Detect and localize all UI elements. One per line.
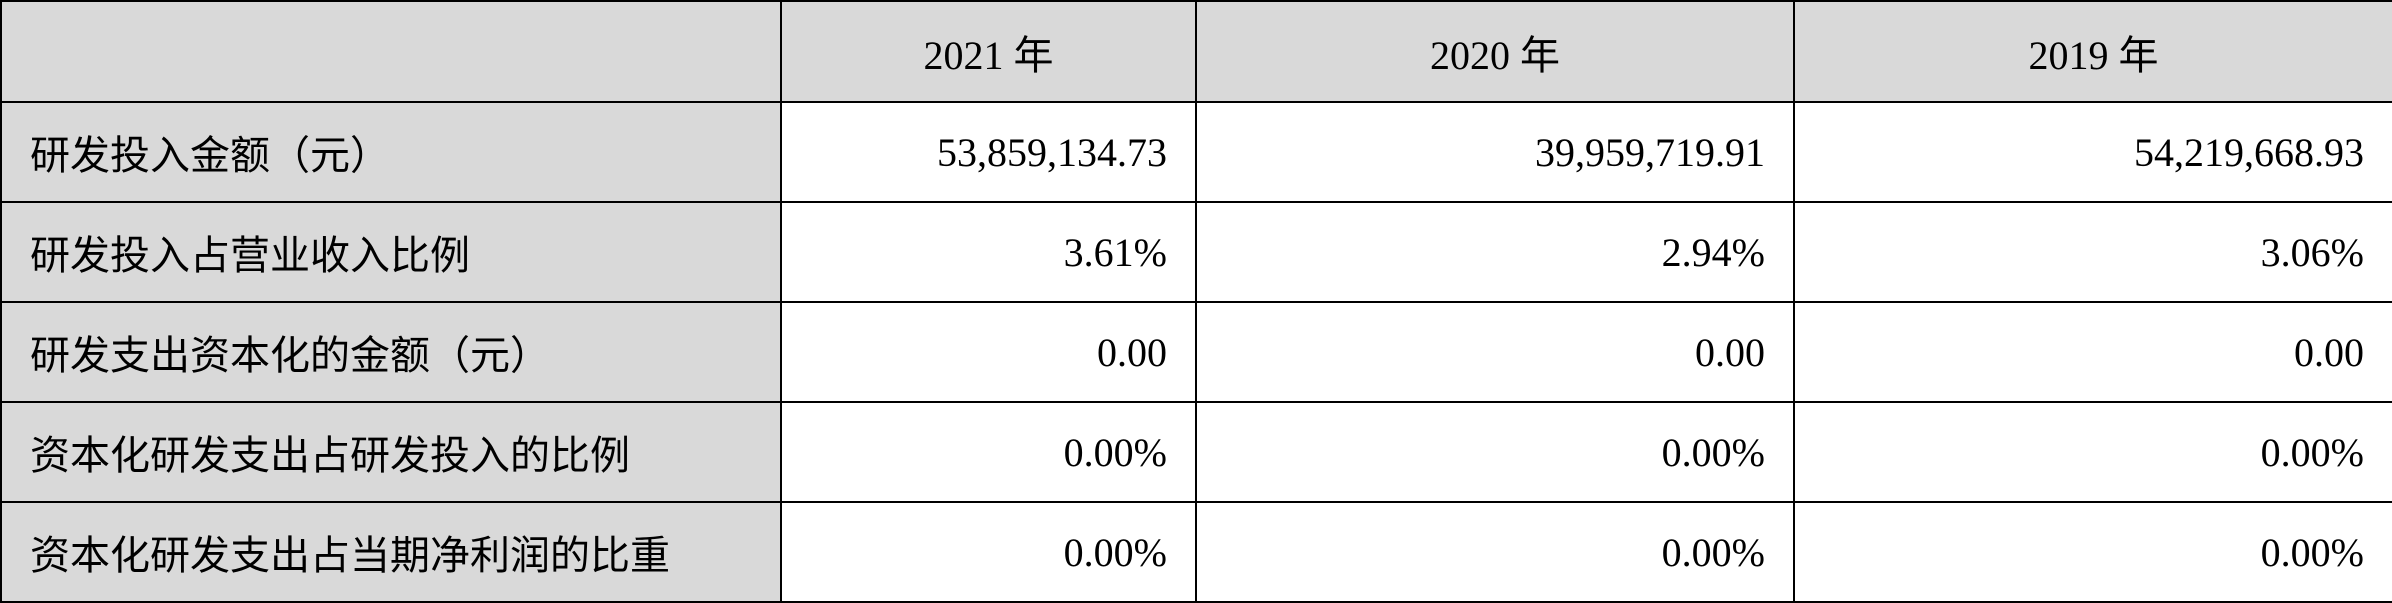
header-cell: 2019 年 [1793,0,2392,103]
data-row: 资本化研发支出占当期净利润的比重 0.00% 0.00% 0.00% [0,501,2392,603]
value-cell: 0.00% [1793,401,2392,503]
value-cell: 3.06% [1793,201,2392,303]
data-row: 研发投入占营业收入比例 3.61% 2.94% 3.06% [0,201,2392,303]
value-cell: 0.00% [780,401,1197,503]
value-cell: 54,219,668.93 [1793,101,2392,203]
value-cell: 39,959,719.91 [1195,101,1795,203]
data-row: 研发投入金额（元） 53,859,134.73 39,959,719.91 54,21… [0,101,2392,203]
value-cell: 53,859,134.73 [780,101,1197,203]
row-label: 资本化研发支出占研发投入的比例 [0,401,782,503]
value-cell: 2.94% [1195,201,1795,303]
value-cell: 0.00% [1195,401,1795,503]
value-cell: 0.00 [780,301,1197,403]
value-cell: 0.00 [1793,301,2392,403]
value-cell: 0.00% [1793,501,2392,603]
header-cell: 2020 年 [1195,0,1795,103]
row-label: 资本化研发支出占当期净利润的比重 [0,501,782,603]
header-corner [0,0,782,103]
data-row: 资本化研发支出占研发投入的比例 0.00% 0.00% 0.00% [0,401,2392,503]
row-label: 研发投入金额（元） [0,101,782,203]
value-cell: 3.61% [780,201,1197,303]
data-row: 研发支出资本化的金额（元） 0.00 0.00 0.00 [0,301,2392,403]
value-cell: 0.00% [1195,501,1795,603]
row-label: 研发投入占营业收入比例 [0,201,782,303]
value-cell: 0.00 [1195,301,1795,403]
row-label: 研发支出资本化的金额（元） [0,301,782,403]
header-cell: 2021 年 [780,0,1197,103]
header-row: 2021 年 2020 年 2019 年 [0,0,2392,103]
value-cell: 0.00% [780,501,1197,603]
